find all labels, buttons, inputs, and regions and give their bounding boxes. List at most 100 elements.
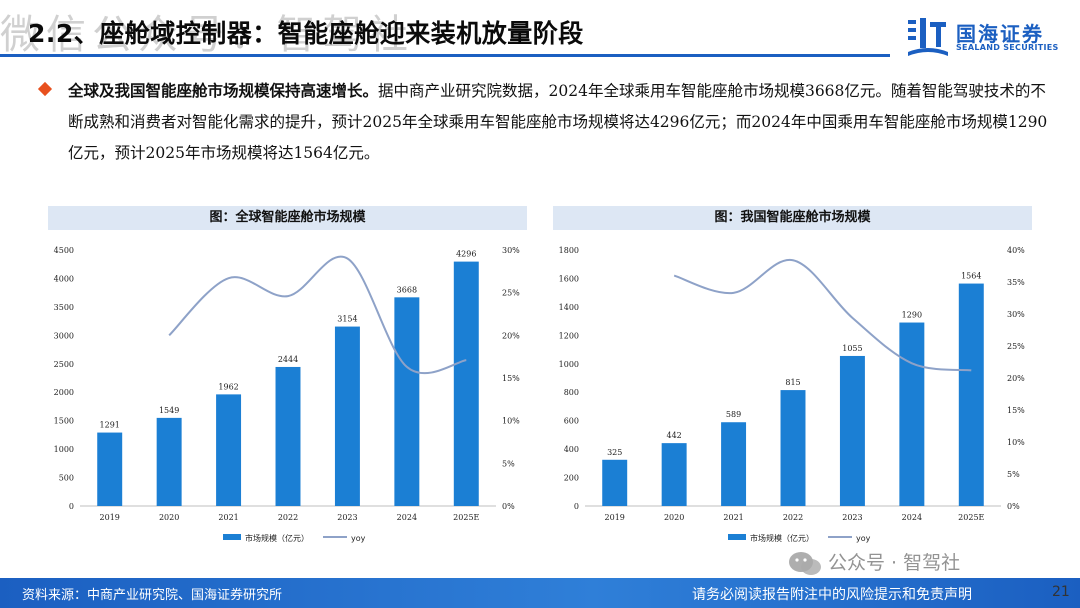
- summary-lead: 全球及我国智能座舱市场规模保持高速增长。: [68, 82, 379, 100]
- wechat-watermark: 公众号 · 智驾社: [788, 548, 960, 578]
- wechat-icon: [789, 551, 821, 575]
- chart-china-market: 0 200 400 600 800 1000 1200 1400 1600 1800 0% 5% 10%…: [559, 246, 1026, 543]
- legend-swatch-bar: [223, 534, 241, 540]
- y-left-tick-label: 200: [564, 474, 579, 483]
- bar-data-label: 589: [726, 410, 741, 419]
- y-left-tick-label: 800: [564, 388, 579, 397]
- y-right-tick-label: 35%: [1007, 278, 1025, 287]
- y-right-tick-label: 40%: [1007, 246, 1025, 255]
- y-left-tick-label: 1800: [559, 246, 579, 255]
- y-left-tick-label: 3000: [54, 331, 74, 340]
- x-tick-label: 2021: [218, 513, 238, 522]
- page-title: 2.2、座舱域控制器：智能座舱迎来装机放量阶段: [28, 19, 584, 48]
- summary-body: 据中商产业研究院数据，2024年全球乘用车智能座舱市场规模3668亿元。随着智能…: [68, 82, 1048, 162]
- y-right-tick-label: 10%: [502, 417, 520, 426]
- y-left-tick-label: 1500: [54, 417, 74, 426]
- company-logo: 国海证券 SEALAND SECURITIES: [906, 16, 1066, 58]
- y-right-tick-label: 25%: [1007, 342, 1025, 351]
- y-left-tick-label: 1000: [54, 445, 74, 454]
- x-tick-label: 2023: [337, 513, 357, 522]
- x-tick-label: 2020: [159, 513, 179, 522]
- bar: [156, 417, 182, 506]
- bar: [899, 322, 925, 506]
- summary-paragraph: 全球及我国智能座舱市场规模保持高速增长。据中商产业研究院数据，2024年全球乘用…: [68, 76, 1053, 169]
- bar: [958, 283, 984, 506]
- y-right-tick-label: 25%: [502, 289, 520, 298]
- y-left-tick-label: 400: [564, 445, 579, 454]
- y-left-tick-label: 0: [574, 502, 579, 511]
- x-tick-label: 2022: [278, 513, 298, 522]
- bar: [780, 390, 806, 506]
- x-tick-label: 2021: [723, 513, 743, 522]
- legend-label-line: yoy: [856, 534, 871, 543]
- y-left-tick-label: 0: [69, 502, 74, 511]
- y-left-tick-label: 4500: [54, 246, 74, 255]
- y-right-tick-label: 20%: [502, 331, 520, 340]
- bar-data-label: 4296: [456, 250, 476, 259]
- chart-title-china: 图：我国智能座舱市场规模: [553, 206, 1032, 230]
- bar-data-label: 325: [607, 448, 622, 457]
- y-right-tick-label: 10%: [1007, 438, 1025, 447]
- sealand-logo-icon: [908, 18, 948, 56]
- bar: [334, 326, 360, 506]
- y-right-tick-label: 0%: [502, 502, 515, 511]
- bar-data-label: 1290: [902, 311, 922, 320]
- y-right-tick-label: 5%: [1007, 470, 1020, 479]
- bar-data-label: 1055: [842, 344, 862, 353]
- yoy-line: [168, 255, 467, 375]
- yoy-line: [673, 259, 972, 372]
- logo-name-cn: 国海证券: [956, 22, 1044, 46]
- bar: [721, 422, 747, 506]
- y-right-tick-label: 5%: [502, 459, 515, 468]
- logo-name-en: SEALAND SECURITIES: [956, 43, 1059, 52]
- bar-data-label: 3668: [397, 285, 417, 294]
- y-left-tick-label: 4000: [54, 274, 74, 283]
- bar: [602, 459, 628, 506]
- y-right-tick-label: 30%: [1007, 310, 1025, 319]
- y-left-tick-label: 3500: [54, 303, 74, 312]
- y-right-tick-label: 30%: [502, 246, 520, 255]
- bar: [839, 355, 865, 506]
- y-right-tick-label: 20%: [1007, 374, 1025, 383]
- y-right-tick-label: 0%: [1007, 502, 1020, 511]
- bar: [275, 366, 301, 506]
- x-tick-label: 2025E: [453, 513, 479, 522]
- y-left-tick-label: 600: [564, 417, 579, 426]
- bar: [453, 261, 479, 506]
- y-right-tick-label: 15%: [502, 374, 520, 383]
- y-left-tick-label: 1600: [559, 274, 579, 283]
- footer-bar: [0, 578, 1080, 608]
- bar-data-label: 1564: [961, 272, 981, 281]
- x-tick-label: 2024: [902, 513, 922, 522]
- x-tick-label: 2025E: [958, 513, 984, 522]
- footer-source: 资料来源：中商产业研究院、国海证券研究所: [22, 588, 283, 603]
- watermark: 微信公众号：智驾社: [0, 12, 414, 58]
- bar-data-label: 3154: [337, 315, 357, 324]
- y-left-tick-label: 2500: [54, 360, 74, 369]
- wechat-watermark-text: 公众号 · 智驾社: [828, 552, 961, 574]
- x-tick-label: 2023: [842, 513, 862, 522]
- bar: [661, 443, 687, 506]
- bar: [97, 432, 123, 506]
- y-right-tick-label: 15%: [1007, 406, 1025, 415]
- footer-disclaimer: 请务必阅读报告附注中的风险提示和免责声明: [692, 587, 972, 603]
- bullet-diamond-icon: [37, 81, 53, 97]
- x-tick-label: 2019: [100, 513, 120, 522]
- y-left-tick-label: 1000: [559, 360, 579, 369]
- bar-data-label: 2444: [278, 355, 298, 364]
- legend-label-bar: 市场规模（亿元）: [750, 533, 814, 543]
- bar: [216, 394, 242, 506]
- chart-global-market: 0 500 1000 1500 2000 2500 3000 3500 4000 4500 0% 5%…: [54, 246, 521, 543]
- legend-label-line: yoy: [351, 534, 366, 543]
- bar-data-label: 1291: [100, 421, 120, 430]
- y-left-tick-label: 1200: [559, 331, 579, 340]
- bar: [394, 297, 420, 506]
- chart-title-global: 图：全球智能座舱市场规模: [48, 206, 527, 230]
- x-tick-label: 2019: [605, 513, 625, 522]
- y-left-tick-label: 1400: [559, 303, 579, 312]
- y-left-tick-label: 2000: [54, 388, 74, 397]
- title-divider: [0, 54, 890, 57]
- x-tick-label: 2022: [783, 513, 803, 522]
- page-number: 21: [1052, 584, 1070, 600]
- legend-swatch-bar: [728, 534, 746, 540]
